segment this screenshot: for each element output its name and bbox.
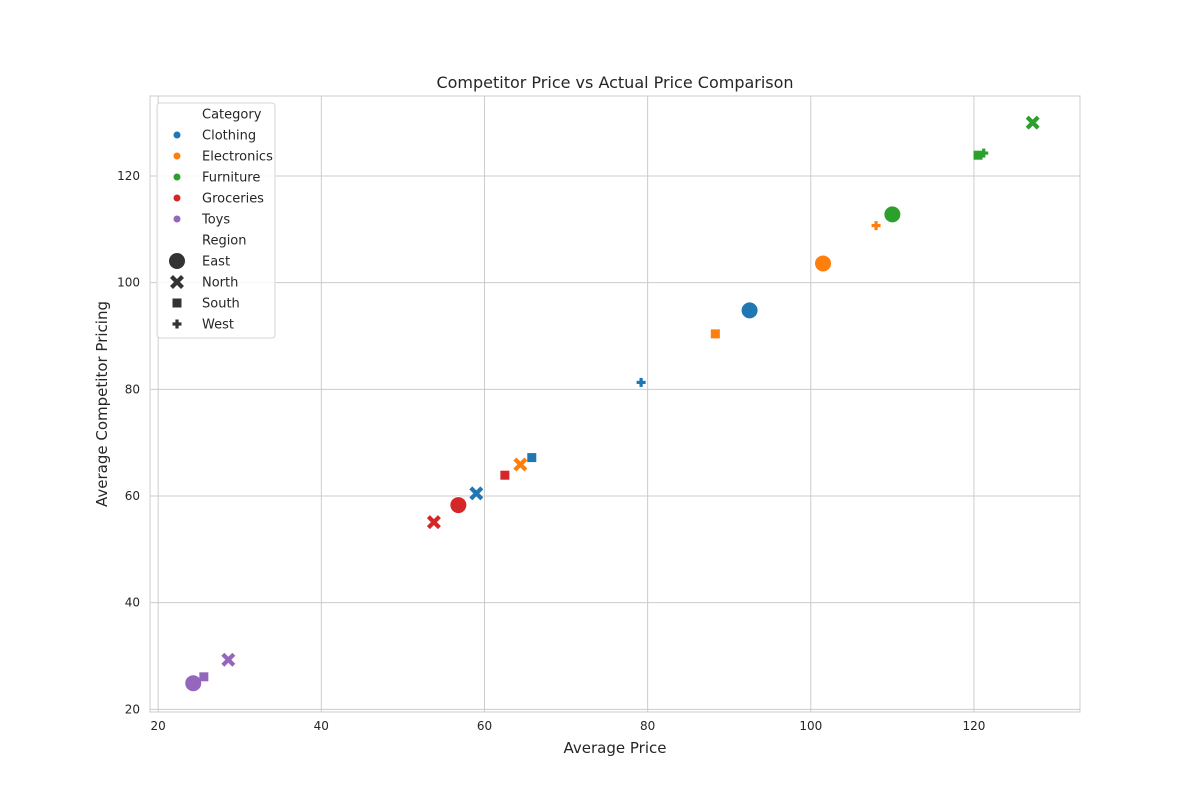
- legend: Category Clothing Electronics Furniture Groc…: [156, 102, 276, 339]
- point-groceries-north: [426, 515, 441, 530]
- point-clothing-east: [740, 301, 759, 320]
- legend-marker-west: [172, 319, 182, 329]
- point-electronics-south: [710, 329, 720, 339]
- y-tick-label: 60: [125, 489, 140, 503]
- plot-frame: [149, 95, 1081, 713]
- point-clothing-north: [469, 486, 484, 501]
- x-tick-label: 120: [962, 719, 985, 733]
- point-clothing-west: [636, 377, 646, 387]
- legend-item-furniture: Furniture: [202, 171, 260, 186]
- data-points: [184, 115, 1040, 693]
- x-tick-label: 40: [314, 719, 329, 733]
- point-furniture-south: [973, 150, 983, 160]
- y-tick-label: 100: [117, 276, 140, 290]
- chart-title: Competitor Price vs Actual Price Compari…: [436, 73, 793, 92]
- x-tick-label: 100: [799, 719, 822, 733]
- tick-labels: 20 40 60 80 100 120 20 40 60 80 100 120: [117, 169, 985, 733]
- point-groceries-south: [500, 470, 510, 480]
- y-tick-label: 120: [117, 169, 140, 183]
- x-tick-label: 80: [640, 719, 655, 733]
- point-toys-south: [199, 672, 209, 682]
- legend-item-east: East: [202, 255, 230, 270]
- legend-marker-east: [168, 252, 186, 270]
- legend-item-south: South: [202, 297, 240, 312]
- x-tick-label: 20: [151, 719, 166, 733]
- point-furniture-west: [979, 148, 989, 158]
- legend-marker-groceries: [173, 194, 181, 202]
- legend-item-groceries: Groceries: [202, 192, 264, 207]
- legend-item-west: West: [202, 318, 234, 333]
- legend-marker-north: [170, 275, 184, 289]
- legend-marker-south: [172, 298, 182, 308]
- point-furniture-north: [1025, 115, 1040, 130]
- x-axis-label: Average Price: [564, 739, 667, 757]
- point-electronics-west: [871, 221, 881, 231]
- y-axis-label: Average Competitor Pricing: [93, 301, 111, 507]
- legend-title-region: Region: [202, 234, 247, 249]
- point-electronics-east: [814, 254, 833, 273]
- y-tick-label: 80: [125, 382, 140, 396]
- y-tick-label: 40: [125, 596, 140, 610]
- point-furniture-east: [883, 205, 902, 224]
- legend-item-clothing: Clothing: [202, 129, 256, 144]
- legend-marker-furniture: [173, 173, 181, 181]
- legend-title-category: Category: [202, 108, 262, 123]
- legend-marker-electronics: [173, 152, 181, 160]
- point-electronics-north: [513, 457, 528, 472]
- legend-box: [156, 102, 276, 339]
- grid-lines: [150, 96, 1080, 712]
- legend-item-electronics: Electronics: [202, 150, 273, 165]
- point-clothing-south: [527, 453, 537, 463]
- y-tick-label: 20: [125, 702, 140, 716]
- legend-item-north: North: [202, 276, 238, 291]
- point-toys-north: [221, 652, 236, 667]
- legend-marker-clothing: [173, 131, 181, 139]
- point-toys-east: [184, 674, 203, 693]
- x-tick-label: 60: [477, 719, 492, 733]
- legend-item-toys: Toys: [201, 213, 230, 228]
- legend-marker-toys: [173, 215, 181, 223]
- point-groceries-east: [449, 496, 468, 515]
